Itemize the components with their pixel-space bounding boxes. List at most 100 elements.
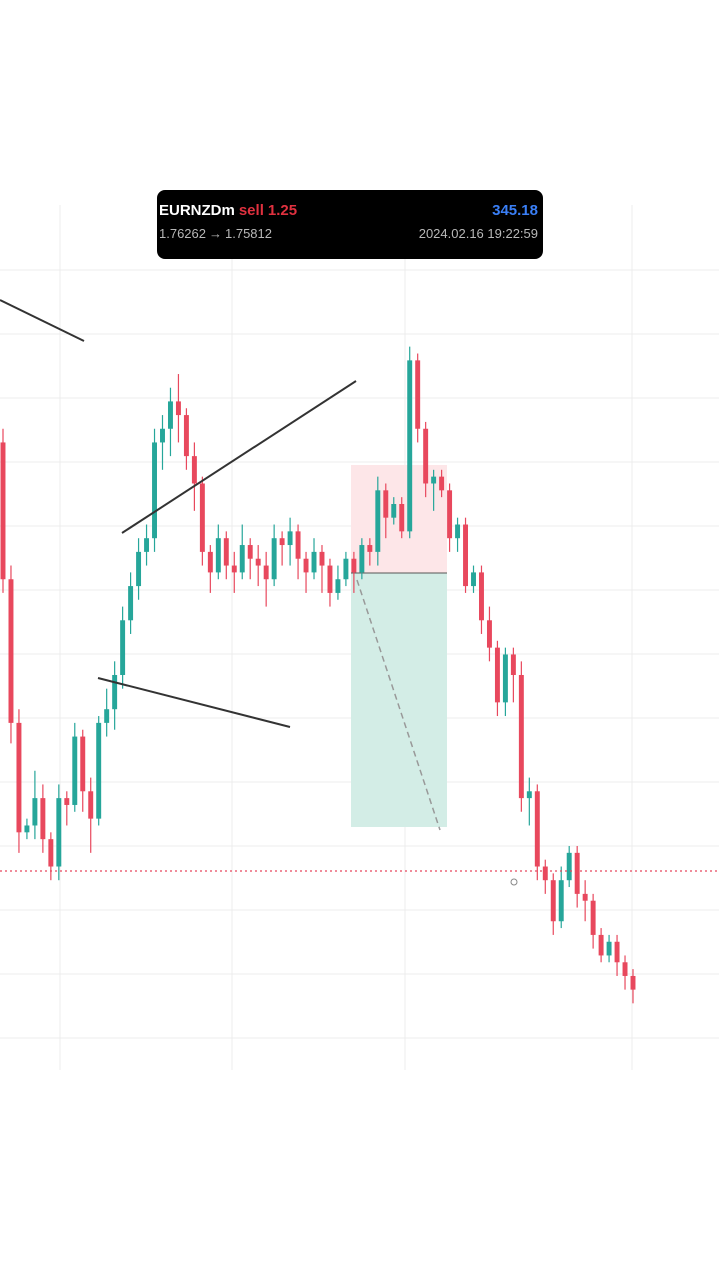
candle[interactable] — [622, 955, 628, 990]
candle[interactable] — [152, 428, 157, 552]
trendline-lower[interactable] — [97, 677, 291, 728]
candle[interactable] — [88, 777, 94, 853]
candle[interactable] — [335, 565, 341, 600]
candle[interactable] — [598, 928, 604, 963]
candle[interactable] — [295, 524, 301, 580]
candle[interactable] — [447, 483, 453, 552]
candle[interactable] — [455, 517, 461, 552]
trade-info-card[interactable]: EURNZDm sell 1.25 345.18 1.76262 → 1.75812 2… — [157, 190, 543, 259]
candle[interactable] — [590, 893, 596, 949]
candle[interactable] — [343, 551, 349, 587]
candle[interactable] — [351, 551, 357, 593]
candle[interactable] — [16, 709, 22, 853]
candle[interactable] — [303, 551, 309, 593]
candle[interactable] — [399, 497, 405, 539]
candle-body-bull — [215, 538, 221, 573]
candle[interactable] — [439, 469, 445, 498]
candle[interactable] — [479, 565, 484, 634]
candle[interactable] — [255, 545, 261, 587]
candle[interactable] — [207, 545, 213, 593]
candle[interactable] — [239, 524, 245, 580]
candle-body-bear — [8, 579, 14, 723]
candle[interactable] — [359, 538, 365, 580]
candle[interactable] — [566, 846, 572, 888]
candle[interactable] — [510, 647, 516, 703]
candle-body-bear — [630, 975, 636, 990]
candle[interactable] — [263, 551, 269, 607]
candle-body-bear — [399, 504, 405, 532]
candle[interactable] — [48, 832, 54, 881]
candle[interactable] — [582, 880, 588, 922]
candle[interactable] — [199, 476, 205, 566]
candle[interactable] — [614, 934, 620, 976]
candle[interactable] — [112, 661, 118, 730]
candle[interactable] — [231, 551, 237, 593]
candle[interactable] — [407, 346, 413, 539]
candle[interactable] — [247, 538, 253, 580]
candle[interactable] — [391, 497, 397, 525]
candle[interactable] — [423, 421, 429, 498]
candle[interactable] — [471, 565, 476, 593]
candle[interactable] — [518, 661, 524, 812]
candle[interactable] — [96, 716, 102, 826]
candle-body-bear — [295, 531, 301, 559]
candle[interactable] — [287, 517, 293, 566]
candle[interactable] — [24, 818, 30, 840]
candle-body-bear — [199, 483, 205, 552]
candle[interactable] — [56, 784, 62, 881]
candle-body-bear — [614, 941, 620, 963]
candle[interactable] — [8, 565, 14, 744]
candle[interactable] — [215, 524, 221, 580]
candle[interactable] — [383, 483, 389, 539]
candle-body-bull — [375, 490, 381, 552]
candle[interactable] — [319, 545, 325, 593]
candle[interactable] — [463, 517, 469, 593]
candle[interactable] — [144, 524, 150, 566]
candle[interactable] — [64, 791, 70, 826]
candle-body-bear — [479, 572, 484, 621]
candle[interactable] — [502, 647, 508, 717]
candle[interactable] — [191, 442, 197, 511]
candle[interactable] — [486, 606, 492, 662]
candle[interactable] — [72, 722, 78, 812]
candle[interactable] — [160, 415, 165, 470]
stop-loss-zone[interactable] — [351, 465, 447, 573]
chart-canvas[interactable] — [0, 205, 719, 1075]
candle[interactable] — [415, 353, 421, 443]
candle[interactable] — [32, 770, 38, 840]
candle[interactable] — [558, 866, 564, 929]
candle[interactable] — [128, 572, 134, 634]
trade-side: sell — [238, 202, 264, 219]
candle[interactable] — [630, 969, 636, 1004]
candle[interactable] — [104, 688, 110, 737]
candlestick-chart[interactable] — [0, 205, 719, 1075]
candle[interactable] — [311, 538, 317, 580]
candle[interactable] — [40, 784, 46, 853]
candle[interactable] — [367, 538, 373, 566]
candle[interactable] — [223, 531, 229, 580]
trendline-upper-left[interactable] — [0, 299, 85, 342]
candle[interactable] — [542, 859, 548, 894]
candle[interactable] — [574, 846, 580, 908]
candle[interactable] — [375, 476, 381, 566]
candle[interactable] — [534, 784, 540, 881]
candle[interactable] — [606, 934, 612, 963]
candle[interactable] — [271, 524, 277, 587]
candle[interactable] — [550, 873, 556, 935]
candle[interactable] — [526, 777, 532, 826]
candle-body-bear — [550, 880, 556, 922]
take-profit-zone[interactable] — [351, 573, 447, 827]
trade-close-marker[interactable] — [510, 878, 518, 886]
candle[interactable] — [431, 469, 437, 511]
candle[interactable] — [136, 538, 142, 600]
candle[interactable] — [327, 558, 333, 607]
candle[interactable] — [80, 729, 86, 812]
candle[interactable] — [175, 374, 181, 443]
candle[interactable] — [494, 640, 500, 717]
candle[interactable] — [279, 531, 285, 566]
candle[interactable] — [120, 606, 126, 689]
candle[interactable] — [183, 408, 189, 470]
candle[interactable] — [0, 428, 6, 593]
trendline-upper-right[interactable] — [121, 380, 357, 534]
candle[interactable] — [167, 387, 173, 457]
